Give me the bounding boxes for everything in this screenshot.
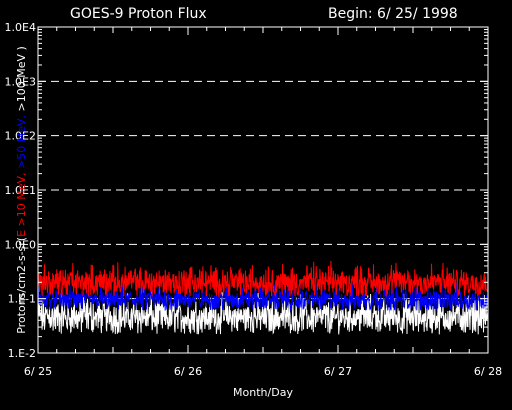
y-axis-label: Protons/cm2-s-sr(E >10 MeV, >50 MeV, >10… (15, 46, 28, 334)
y-tick-label: 1.0E4 (5, 21, 36, 34)
y-tick-label: 1.E-1 (8, 293, 36, 306)
chart-title: GOES-9 Proton Flux (70, 6, 207, 22)
x-tick-label: 6/ 26 (174, 365, 202, 378)
x-tick-label: 6/ 28 (474, 365, 502, 378)
x-axis-label: Month/Day (233, 386, 293, 399)
y-axis-label-part: >100 MeV ) (15, 46, 28, 115)
y-tick-label: 1.0E1 (5, 184, 36, 197)
series-line (37, 260, 489, 298)
y-tick-label: 1.E-2 (8, 347, 36, 360)
y-axis-label-prefix: Protons/cm2-s-sr( (15, 237, 28, 334)
begin-date-label: Begin: 6/ 25/ 1998 (328, 6, 458, 22)
series-line (37, 291, 489, 335)
y-tick-label: 1.0E3 (5, 75, 36, 88)
y-axis-label-part: >50 MeV, (15, 115, 28, 173)
y-axis-label-part: E >10 MeV, (15, 172, 28, 236)
y-tick-label: 1.0E2 (5, 130, 36, 143)
x-tick-label: 6/ 27 (324, 365, 352, 378)
x-tick-label: 6/ 25 (24, 365, 52, 378)
y-tick-label: 1.0E0 (5, 238, 36, 251)
